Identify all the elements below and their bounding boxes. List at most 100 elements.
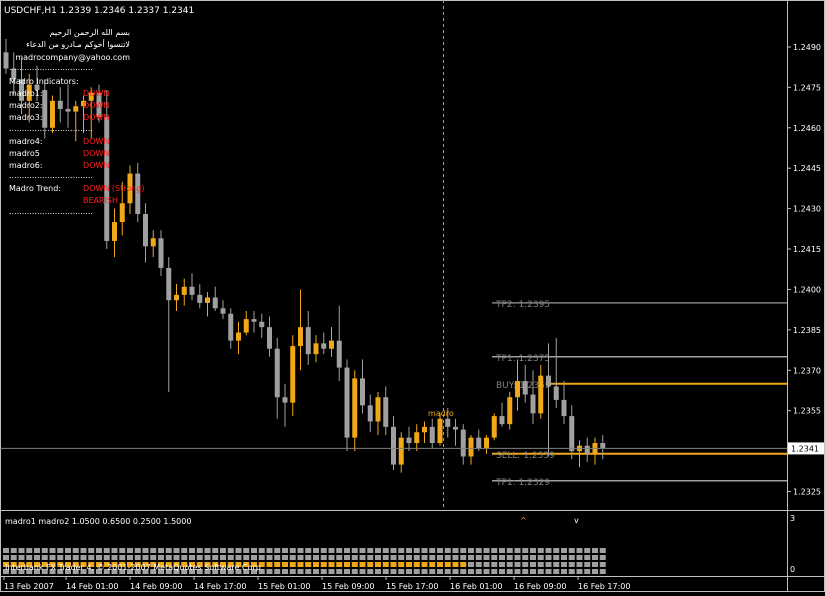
time-tick-label: 14 Feb 01:00 [66,582,118,591]
candle [491,413,497,441]
histogram-cell [390,569,397,574]
candle [360,359,365,414]
histogram-cell [150,555,157,560]
candle-body [119,203,125,223]
histogram-column [227,548,234,574]
histogram-cell [421,555,428,560]
histogram-column [72,548,79,574]
candle [197,284,203,309]
histogram-cell [592,562,598,567]
level-label: TP1: 1.2375 [495,354,550,364]
histogram-cell [34,562,40,567]
price-axis: 1.2490 1.2475 1.2460 1.2445 1.2430 1.2415 1.24… [787,43,821,497]
histogram-cell [545,548,552,553]
histogram-cell [65,562,71,567]
histogram-cell [96,548,102,553]
histogram-cell [258,548,265,553]
histogram-cell [158,555,164,560]
histogram-column [173,548,180,574]
histogram-cell [545,562,552,567]
histogram-cell [297,562,304,567]
histogram-cell [212,548,219,553]
histogram-cell [553,562,560,567]
candle [290,335,296,417]
histogram-cell [235,569,242,574]
histogram-cell [499,555,505,560]
histogram-cell [452,569,459,574]
up-arrow-icon: ^ [520,516,527,525]
candle [3,38,9,74]
histogram-cell [413,548,420,553]
histogram-cell [111,555,118,560]
histogram-cell [251,562,257,567]
histogram-column [65,548,71,574]
candle [50,95,55,134]
histogram-cell [568,569,575,574]
histogram-column [359,548,366,574]
candle-body [3,52,9,69]
candle-body [375,397,381,422]
histogram-cell [367,555,374,560]
candle-body [197,294,203,303]
candle-body [290,346,296,403]
histogram-cell [561,569,567,574]
histogram-cell [553,555,560,560]
histogram-cell [181,562,188,567]
histogram-column [561,548,567,574]
madro4-label: madro4: [9,137,43,146]
histogram-cell [88,562,95,567]
histogram-column [382,548,389,574]
histogram-column [514,548,521,574]
histogram-column [320,548,327,574]
histogram-cell [599,562,606,567]
histogram-cell [506,548,513,553]
candle [96,84,102,123]
histogram-cell [289,569,296,574]
histogram-column [522,548,529,574]
histogram-cell [258,569,265,574]
level-label: TP2: 1.2395 [495,300,550,310]
histogram-cell [491,555,498,560]
histogram-cell [537,555,544,560]
histogram-cell [468,569,474,574]
histogram-cell [80,569,87,574]
histogram-column [220,548,226,574]
histogram-column [313,548,319,574]
histogram-cell [111,569,118,574]
candle [205,292,210,317]
histogram-cell [483,569,490,574]
histogram-cell [65,555,71,560]
histogram-cell [18,562,25,567]
histogram-cell [576,562,583,567]
candle-body [391,426,396,465]
histogram-column [452,548,459,574]
histogram-column [165,548,172,574]
histogram-cell [72,548,79,553]
histogram-cell [359,548,366,553]
histogram-cell [390,555,397,560]
candle-body [112,222,117,241]
histogram-column [344,548,350,574]
candle-body [88,92,94,101]
madro4-value: DOWN [83,137,109,146]
histogram-column [367,548,374,574]
histogram-cell [499,562,505,567]
histogram-cell [344,562,350,567]
histogram-column [251,548,257,574]
time-tick-label: 14 Feb 17:00 [194,582,246,591]
histogram-cell [88,548,95,553]
histogram-column [34,548,40,574]
histogram-column [421,548,428,574]
histogram-cell [212,562,219,567]
histogram-cell [406,569,412,574]
histogram-cell [313,548,319,553]
price-tick-label: 1.2385 [793,326,821,335]
histogram-cell [320,548,327,553]
histogram-cell [351,555,358,560]
histogram-cell [220,548,226,553]
histogram-cell [382,569,389,574]
indicator-scale-bottom: 0 [790,565,795,574]
